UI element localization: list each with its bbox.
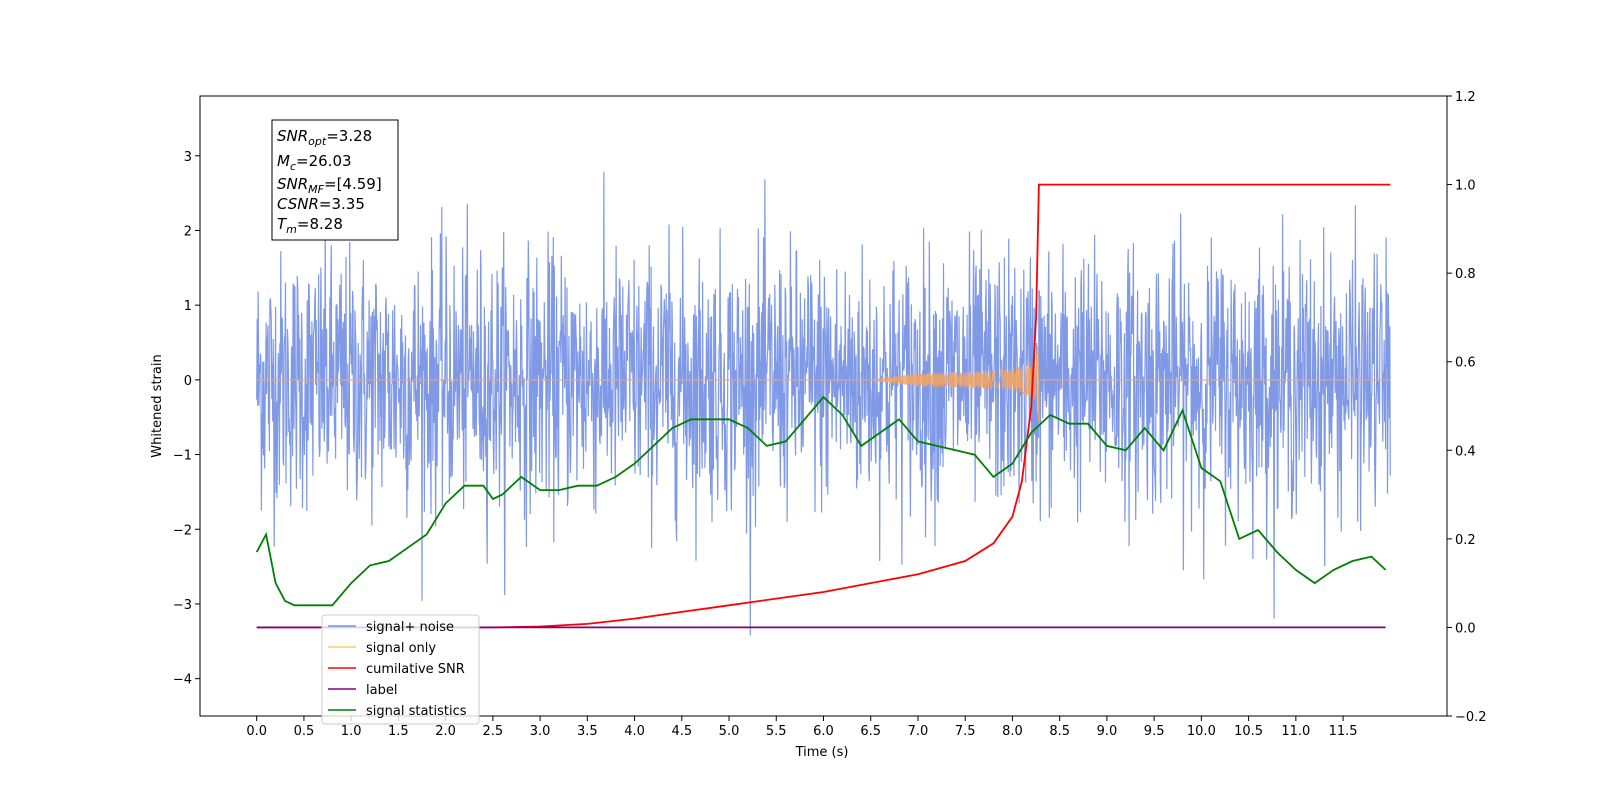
x-tick-label-19: 9.5 bbox=[1144, 724, 1165, 739]
x-tick-label-15: 7.5 bbox=[955, 724, 976, 739]
x-tick-label-22: 11.0 bbox=[1281, 724, 1310, 739]
y-left-tick-label-1: 2 bbox=[184, 224, 192, 239]
x-tick-label-6: 3.0 bbox=[530, 724, 551, 739]
info-snr-opt: SNRopt=3.28 bbox=[277, 127, 372, 148]
cumilative-snr-line bbox=[256, 183, 1391, 629]
x-axis: 0.0 0.5 1.0 1.5 2.0 2.5 3.0 3.5 4.0 4.5 5.0 5.5 6.0 6… bbox=[246, 716, 1358, 739]
legend-box bbox=[321, 614, 480, 725]
x-tick-label-8: 4.0 bbox=[624, 724, 645, 739]
x-tick-label-5: 2.5 bbox=[483, 724, 504, 739]
info-tm: Tm=8.28 bbox=[277, 215, 343, 236]
y-right-tick-label-5: 0.2 bbox=[1455, 533, 1476, 548]
x-tick-label-14: 7.0 bbox=[908, 724, 929, 739]
legend-label-3: label bbox=[366, 683, 397, 698]
x-tick-label-10: 5.0 bbox=[719, 724, 740, 739]
x-tick-label-1: 0.5 bbox=[294, 724, 315, 739]
y-axis-label: Whitened strain bbox=[150, 354, 165, 457]
x-tick-label-20: 10.0 bbox=[1187, 724, 1216, 739]
x-tick-label-18: 9.0 bbox=[1097, 724, 1118, 739]
legend: signal+ noise signal only cumilative SNR… bbox=[321, 614, 480, 725]
x-tick-label-7: 3.5 bbox=[577, 724, 598, 739]
y-right-tick-label-1: 1.0 bbox=[1455, 179, 1476, 194]
x-tick-label-17: 8.5 bbox=[1049, 724, 1070, 739]
y-left-tick-label-3: 0 bbox=[184, 374, 192, 389]
series-signal-statistics bbox=[255, 395, 1387, 607]
legend-label-1: signal only bbox=[366, 641, 436, 656]
signal-only-line bbox=[256, 345, 1391, 422]
info-mc: Mc=26.03 bbox=[277, 152, 352, 173]
info-box: SNRopt=3.28 Mc=26.03 SNRMF=[4.59] CSNR=3… bbox=[271, 119, 399, 241]
series-signal-noise bbox=[256, 171, 1391, 636]
y-left-tick-label-0: 3 bbox=[184, 150, 192, 165]
series-signal-only bbox=[256, 345, 1391, 422]
series-cumilative-snr bbox=[256, 183, 1391, 629]
x-tick-label-16: 8.0 bbox=[1002, 724, 1023, 739]
y-axis-right: 1.2 1.0 0.8 0.6 0.4 0.2 0.0 −0.2 bbox=[1447, 90, 1487, 725]
x-tick-label-9: 4.5 bbox=[671, 724, 692, 739]
info-snr-mf: SNRMF=[4.59] bbox=[277, 175, 382, 196]
y-right-tick-label-3: 0.6 bbox=[1455, 356, 1476, 371]
x-tick-label-4: 2.0 bbox=[435, 724, 456, 739]
signal-statistics-line bbox=[255, 395, 1387, 607]
y-right-tick-label-0: 1.2 bbox=[1455, 90, 1476, 105]
x-tick-label-23: 11.5 bbox=[1329, 724, 1358, 739]
x-tick-label-0: 0.0 bbox=[246, 724, 267, 739]
y-left-tick-label-5: −2 bbox=[173, 523, 192, 538]
x-tick-label-2: 1.0 bbox=[341, 724, 362, 739]
y-left-tick-label-4: −1 bbox=[173, 449, 192, 464]
x-axis-label: Time (s) bbox=[795, 745, 849, 760]
y-right-tick-label-4: 0.4 bbox=[1455, 444, 1476, 459]
info-csnr: CSNR=3.35 bbox=[277, 195, 365, 213]
legend-label-4: signal statistics bbox=[366, 704, 467, 719]
signal-noise-line bbox=[256, 171, 1391, 636]
y-right-tick-label-2: 0.8 bbox=[1455, 267, 1476, 282]
x-tick-label-3: 1.5 bbox=[388, 724, 409, 739]
y-left-tick-label-6: −3 bbox=[173, 598, 192, 613]
x-tick-label-12: 6.0 bbox=[813, 724, 834, 739]
x-tick-label-11: 5.5 bbox=[766, 724, 787, 739]
y-left-tick-label-2: 1 bbox=[184, 299, 192, 314]
x-tick-label-21: 10.5 bbox=[1234, 724, 1263, 739]
legend-label-2: cumilative SNR bbox=[366, 662, 465, 677]
legend-label-0: signal+ noise bbox=[366, 620, 454, 635]
y-axis-left: 3 2 1 0 −1 −2 −3 −4 bbox=[173, 150, 200, 688]
y-right-tick-label-6: 0.0 bbox=[1455, 621, 1476, 636]
y-right-tick-label-7: −0.2 bbox=[1455, 710, 1487, 725]
y-left-tick-label-7: −4 bbox=[173, 673, 192, 688]
x-tick-label-13: 6.5 bbox=[860, 724, 881, 739]
